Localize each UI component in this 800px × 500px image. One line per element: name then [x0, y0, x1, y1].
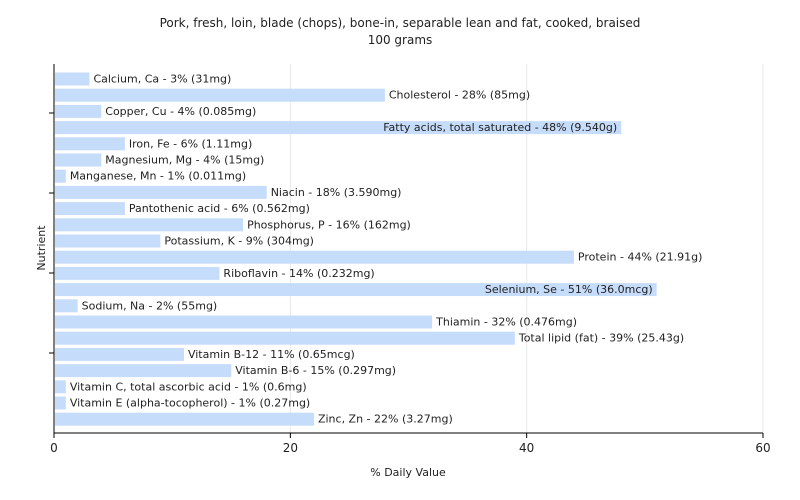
bar-label: Niacin - 18% (3.590mg) — [271, 186, 402, 199]
bar — [55, 396, 66, 410]
bar — [55, 266, 220, 280]
bar-label: Vitamin B-6 - 15% (0.297mg) — [235, 364, 396, 377]
bar — [55, 331, 515, 345]
x-tick-label: 20 — [283, 441, 298, 455]
bar-label: Copper, Cu - 4% (0.085mg) — [105, 105, 256, 118]
bar — [55, 88, 385, 102]
bar — [55, 347, 184, 361]
bar — [55, 185, 267, 199]
chart-title: Pork, fresh, loin, blade (chops), bone-i… — [160, 16, 641, 30]
bar — [55, 234, 161, 248]
bar-label: Total lipid (fat) - 39% (25.43g) — [518, 332, 684, 345]
bar — [55, 364, 232, 378]
bar — [55, 169, 66, 183]
bar — [55, 283, 657, 297]
y-axis-label: Nutrient — [35, 225, 48, 271]
bar-label: Zinc, Zn - 22% (3.27mg) — [318, 413, 453, 426]
bar — [55, 202, 125, 216]
bar-label: Sodium, Na - 2% (55mg) — [82, 299, 218, 312]
bar — [55, 218, 244, 232]
bar — [55, 250, 574, 264]
bar-label: Vitamin C, total ascorbic acid - 1% (0.6… — [70, 380, 307, 393]
bars-group: Calcium, Ca - 3% (31mg) Cholesterol - 28%… — [55, 72, 703, 426]
bar-label: Pantothenic acid - 6% (0.562mg) — [129, 202, 310, 215]
bar-label: Vitamin B-12 - 11% (0.65mcg) — [188, 348, 355, 361]
bar — [55, 380, 66, 394]
bar-label: Protein - 44% (21.91g) — [578, 251, 703, 264]
bar-label: Cholesterol - 28% (85mg) — [389, 89, 530, 102]
bar-label: Riboflavin - 14% (0.232mg) — [223, 267, 374, 280]
x-axis-label: % Daily Value — [370, 466, 446, 479]
bar — [55, 315, 433, 329]
bar-label: Vitamin E (alpha-tocopherol) - 1% (0.27m… — [70, 397, 310, 410]
bar-label: Phosphorus, P - 16% (162mg) — [247, 218, 411, 231]
bar-label: Manganese, Mn - 1% (0.011mg) — [70, 170, 246, 183]
bar-label: Iron, Fe - 6% (1.11mg) — [129, 137, 252, 150]
x-tick-label: 60 — [755, 441, 770, 455]
bar-label: Thiamin - 32% (0.476mg) — [435, 316, 577, 329]
axes-group: 0 20 40 60 — [49, 64, 771, 455]
bar — [55, 121, 622, 135]
bar — [55, 412, 314, 426]
bar — [55, 104, 102, 118]
bar-label: Selenium, Se - 51% (36.0mcg) — [485, 283, 653, 296]
bar-label: Calcium, Ca - 3% (31mg) — [93, 73, 231, 86]
grid-lines — [289, 64, 764, 433]
chart-subtitle: 100 grams — [368, 33, 433, 47]
bar-label: Magnesium, Mg - 4% (15mg) — [105, 154, 264, 167]
bar — [55, 153, 102, 167]
x-tick-label: 0 — [50, 441, 58, 455]
bar — [55, 299, 78, 313]
x-tick-label: 40 — [519, 441, 534, 455]
bar-label: Potassium, K - 9% (304mg) — [164, 235, 314, 248]
bar — [55, 72, 90, 86]
bar — [55, 137, 125, 151]
bar-label: Fatty acids, total saturated - 48% (9.54… — [383, 121, 617, 134]
